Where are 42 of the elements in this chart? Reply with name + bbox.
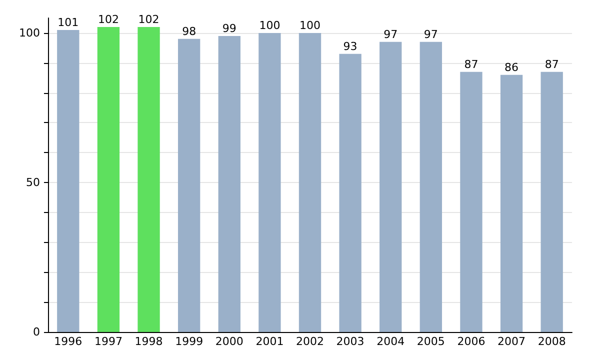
data-label: 100	[300, 18, 320, 32]
bar	[298, 32, 322, 332]
data-label: 97	[424, 28, 438, 41]
bar	[420, 42, 442, 332]
data-label: 101	[58, 16, 79, 29]
y-tick-label: 50	[26, 176, 40, 189]
bar	[258, 32, 281, 332]
x-tick-label: 2007	[498, 335, 526, 348]
data-label: 98	[182, 24, 196, 38]
x-tick-label: 2003	[336, 335, 364, 348]
x-tick-label: 1999	[175, 335, 204, 348]
x-tick-label: 2001	[256, 335, 284, 348]
x-tick-label: 2004	[376, 335, 405, 348]
y-tick-label: 0	[33, 326, 40, 338]
x-tick-label: 2006	[457, 335, 486, 348]
x-tick-label: 2008	[538, 335, 566, 348]
data-label: 87	[544, 58, 559, 71]
x-tick-label: 2002	[296, 335, 324, 348]
bar	[57, 30, 80, 332]
data-label: 93	[343, 40, 358, 53]
bar	[460, 72, 482, 332]
data-label: 102	[98, 12, 119, 26]
bar	[500, 74, 523, 332]
x-tick-label: 2005	[416, 335, 445, 348]
data-label: 86	[504, 60, 519, 74]
data-label: 102	[138, 12, 160, 26]
bar	[218, 36, 240, 332]
x-tick-label: 2000	[215, 335, 244, 348]
bar	[178, 38, 200, 332]
bar	[339, 54, 362, 332]
bar	[540, 72, 563, 332]
bar	[138, 26, 160, 332]
data-label: 99	[222, 22, 236, 35]
x-tick-label: 1996	[54, 335, 82, 348]
x-tick-label: 1997	[94, 335, 122, 348]
data-label: 87	[464, 58, 478, 71]
bar	[380, 42, 402, 332]
data-label: 97	[384, 28, 398, 41]
x-tick-label: 1998	[134, 335, 163, 348]
bar	[97, 26, 120, 332]
data-label: 100	[259, 18, 280, 32]
y-tick-label: 100	[19, 26, 40, 40]
